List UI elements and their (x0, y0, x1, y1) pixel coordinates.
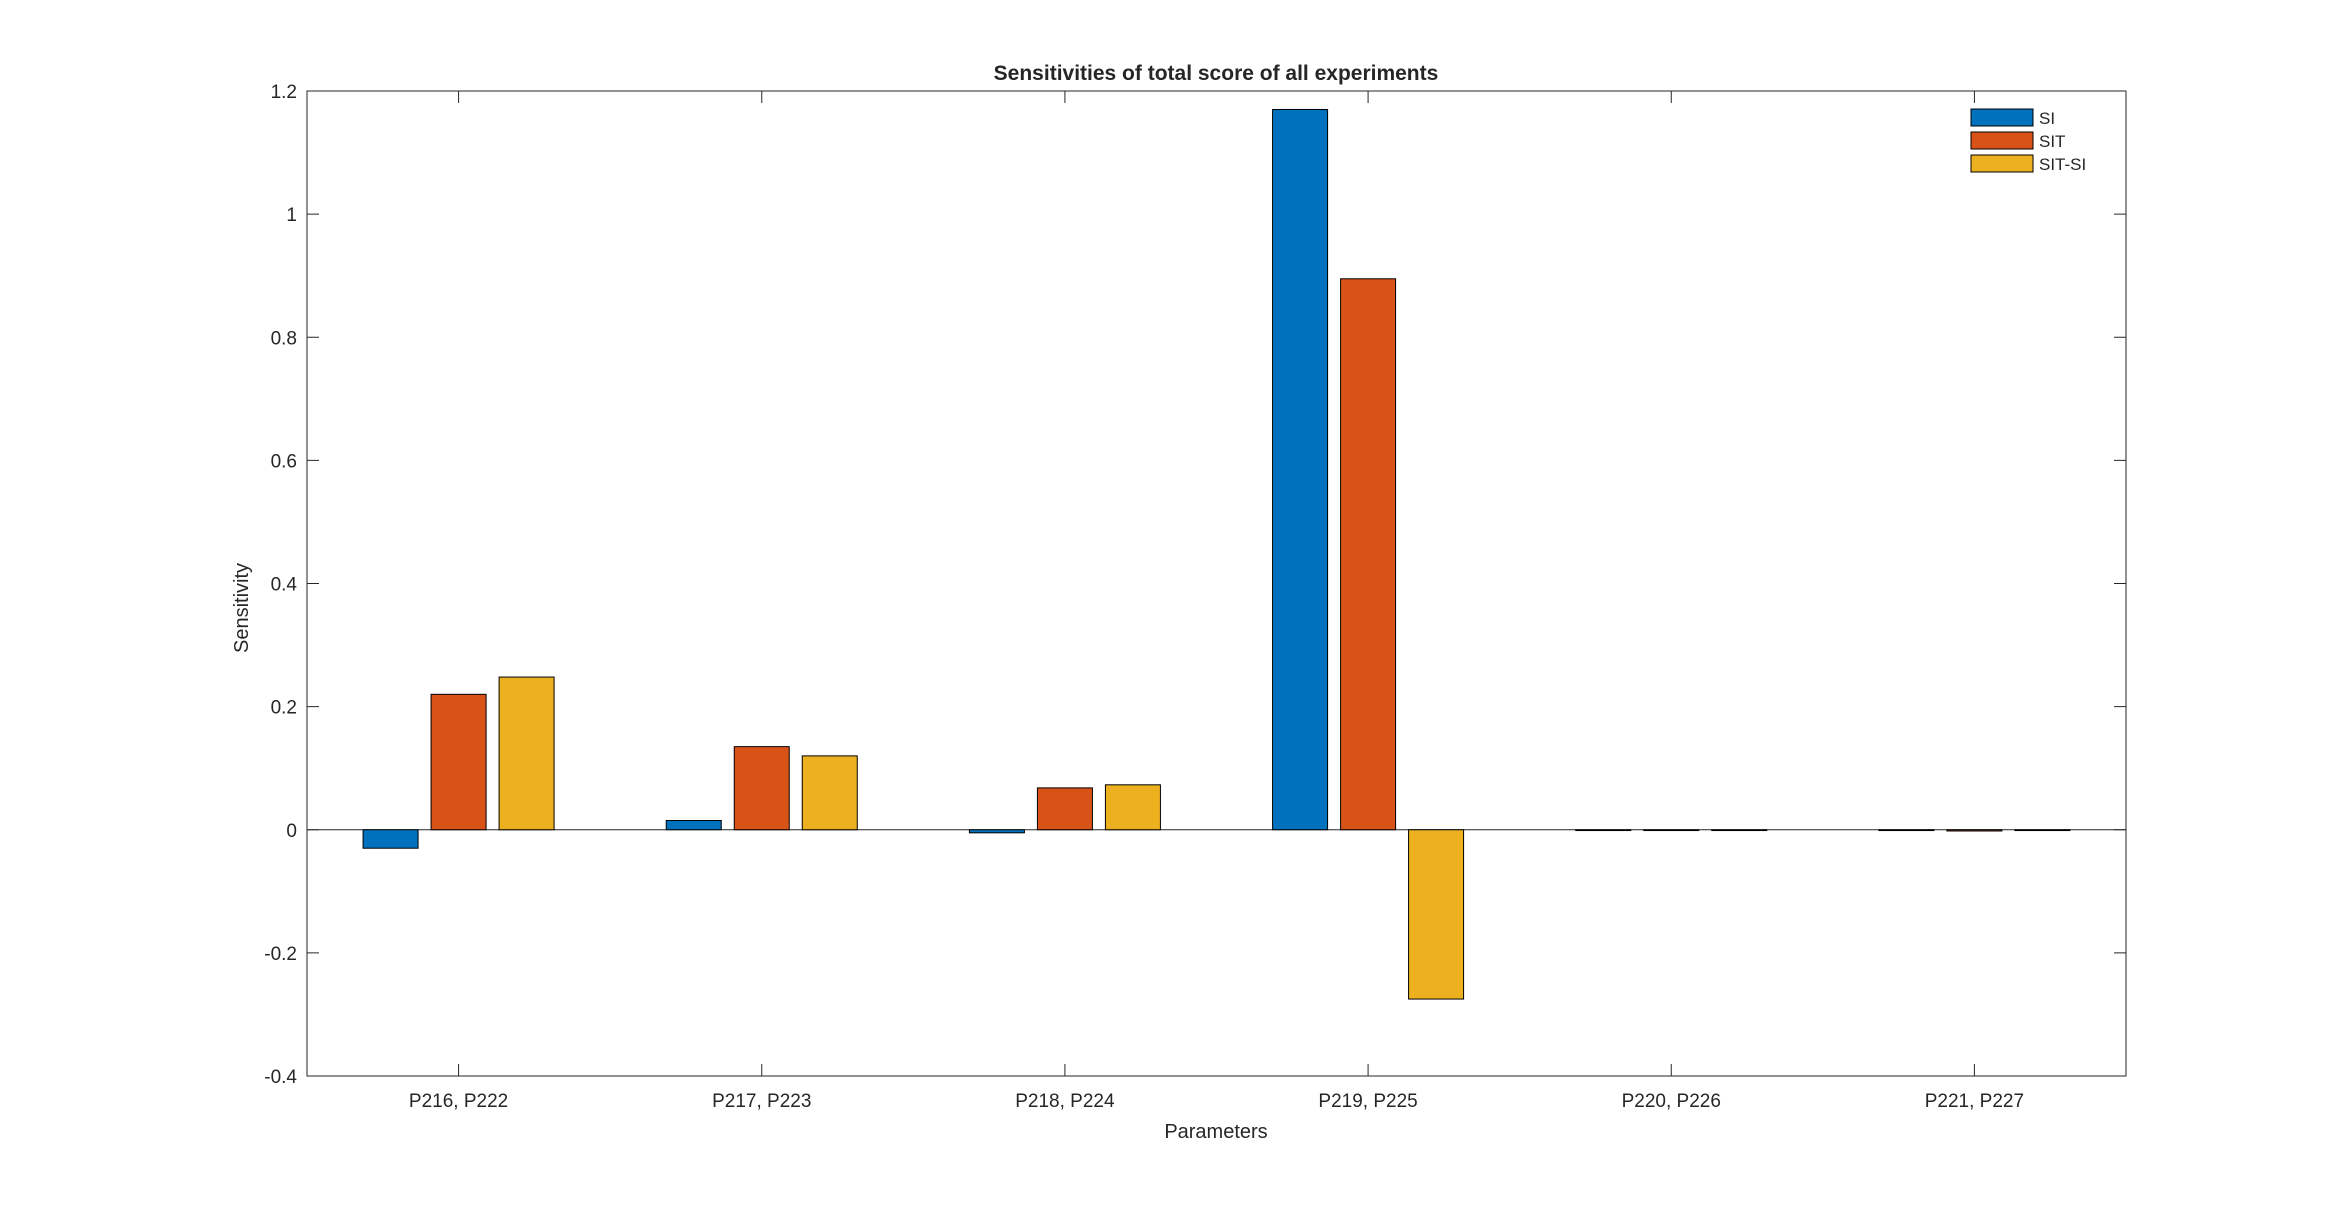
legend-label: SI (2039, 109, 2055, 128)
bar-si-3 (968, 829, 1025, 834)
y-axis-ticks: -0.4 -0.2 0 0.2 0.4 0.6 0.8 1 1.2 (264, 82, 2126, 1088)
chart-title: Sensitivities of total score of all expe… (994, 62, 1439, 85)
x-tick-label: P220, P226 (1622, 1091, 1721, 1112)
bar-sit-si-4 (1408, 829, 1465, 1000)
axes-frame (306, 90, 2127, 1077)
legend-label: SIT-SI (2039, 155, 2086, 174)
bar-sit-2 (733, 746, 790, 831)
bar-sit-si-1 (498, 676, 555, 831)
y-tick-label: 0.8 (271, 328, 297, 349)
bar-si-6 (1878, 829, 1935, 832)
legend-swatch-sit (1970, 131, 2034, 150)
y-tick-label: 0.4 (271, 575, 298, 596)
bar-sit-5 (1643, 829, 1700, 832)
bars (362, 108, 2071, 1000)
bar-si-4 (1272, 108, 1329, 831)
bar-si-2 (665, 820, 722, 831)
legend-label: SIT (2039, 132, 2065, 151)
bar-sit-si-6 (2014, 829, 2071, 832)
legend: SI SIT SIT-SI (1970, 108, 2086, 174)
bar-sit-6 (1946, 829, 2003, 832)
y-tick-label: -0.4 (264, 1067, 297, 1088)
bar-sit-si-2 (801, 755, 858, 831)
bar-sit-3 (1036, 787, 1093, 831)
x-axis-label: Parameters (1164, 1121, 1267, 1143)
y-tick-label: 1.2 (271, 82, 297, 103)
y-tick-label: 0 (286, 821, 297, 842)
bar-sit-4 (1340, 278, 1397, 831)
x-tick-label: P219, P225 (1318, 1091, 1417, 1112)
bar-si-1 (362, 829, 419, 849)
y-axis-label: Sensitivity (231, 563, 253, 653)
axes-box (306, 90, 2127, 1077)
y-tick-label: 1 (286, 205, 297, 226)
x-tick-label: P218, P224 (1015, 1091, 1115, 1112)
y-tick-label: 0.6 (271, 451, 297, 472)
legend-swatch-si (1970, 108, 2034, 127)
legend-swatch-sit-si (1970, 154, 2034, 173)
bar-sit-si-5 (1711, 829, 1768, 832)
y-tick-label: -0.2 (264, 944, 297, 965)
x-tick-label: P221, P227 (1925, 1091, 2024, 1112)
bar-si-5 (1575, 829, 1632, 832)
y-tick-label: 0.2 (271, 698, 297, 719)
x-tick-label: P216, P222 (409, 1091, 508, 1112)
x-tick-label: P217, P223 (712, 1091, 811, 1112)
bar-sit-1 (430, 693, 487, 831)
bar-sit-si-3 (1104, 784, 1161, 831)
x-axis-ticks: P216, P222 P217, P223 P218, P224 P219, P225… (409, 91, 2024, 1112)
